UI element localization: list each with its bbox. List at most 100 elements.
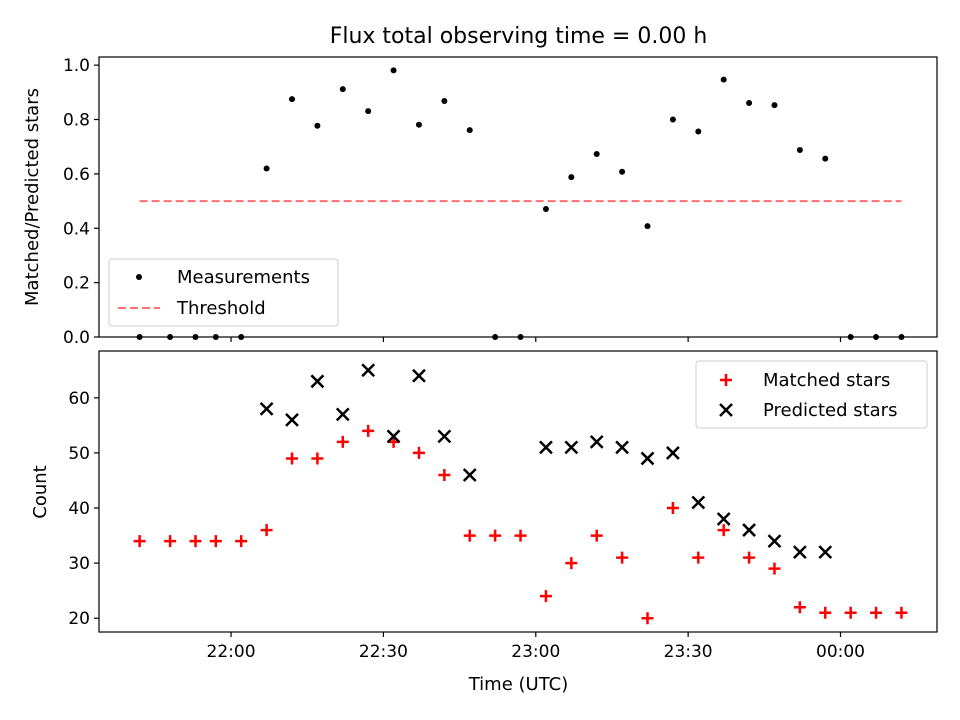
matched-star-point bbox=[260, 524, 273, 537]
measurement-point bbox=[669, 116, 676, 123]
legend-label: Predicted stars bbox=[763, 400, 897, 421]
x-tick-label: 00:00 bbox=[816, 642, 865, 662]
matched-star-point bbox=[412, 446, 425, 459]
predicted-star-point bbox=[767, 534, 782, 548]
measurement-point bbox=[390, 67, 397, 74]
predicted-star-point bbox=[310, 374, 325, 389]
predicted-star-point bbox=[437, 429, 452, 444]
y-tick-label: 0.8 bbox=[63, 111, 90, 131]
predicted-star-point bbox=[564, 440, 579, 455]
y-tick-label: 0.6 bbox=[63, 165, 90, 185]
measurement-point bbox=[796, 146, 803, 153]
legend-measurements-marker bbox=[136, 274, 142, 280]
measurement-point bbox=[415, 121, 422, 128]
predicted-star-point bbox=[386, 429, 401, 444]
matched-star-point bbox=[514, 529, 527, 542]
bottom-panel: Count Time (UTC) 20 30 40 50 60 22:00 22:30 23:… bbox=[30, 350, 938, 695]
measurement-point bbox=[365, 108, 372, 115]
predicted-star-point bbox=[640, 451, 655, 466]
measurement-point bbox=[720, 76, 727, 83]
y-tick-label: 1.0 bbox=[63, 56, 90, 76]
y-tick-label: 30 bbox=[68, 554, 90, 574]
legend-box bbox=[695, 360, 928, 429]
measurement-point bbox=[339, 86, 346, 93]
matched-star-point bbox=[844, 606, 857, 619]
matched-star-point bbox=[616, 551, 629, 564]
matched-star-point bbox=[768, 562, 781, 575]
predicted-star-point bbox=[818, 545, 833, 559]
measurement-point bbox=[466, 127, 473, 134]
chart-title: Flux total observing time = 0.00 h bbox=[330, 24, 708, 49]
predicted-star-point bbox=[792, 545, 807, 559]
predicted-star-point bbox=[539, 440, 553, 455]
matched-star-point bbox=[362, 424, 375, 437]
predicted-star-point bbox=[666, 446, 680, 460]
predicted-star-point bbox=[691, 495, 706, 510]
predicted-star-point bbox=[285, 412, 299, 427]
legend-label: Matched stars bbox=[763, 370, 890, 391]
matched-star-point bbox=[336, 435, 349, 448]
legend-label: Threshold bbox=[176, 298, 266, 319]
matched-star-point bbox=[717, 524, 730, 537]
predicted-star-point bbox=[361, 363, 376, 378]
bottom-y-axis-label: Count bbox=[30, 465, 51, 518]
measurement-point bbox=[314, 122, 321, 129]
matched-star-point bbox=[565, 557, 578, 570]
predicted-star-point bbox=[259, 401, 274, 416]
measurement-point bbox=[822, 155, 829, 162]
matched-star-point bbox=[463, 529, 476, 542]
measurement-point bbox=[441, 98, 448, 105]
y-tick-label: 40 bbox=[68, 499, 90, 519]
measurement-point bbox=[288, 96, 295, 103]
measurement-point bbox=[771, 102, 778, 109]
y-tick-label: 0.2 bbox=[63, 274, 90, 294]
matched-star-point bbox=[666, 502, 679, 515]
measurement-point bbox=[746, 99, 753, 106]
top-plot-frame bbox=[98, 56, 938, 338]
measurement-point bbox=[542, 205, 549, 212]
matched-star-point bbox=[641, 612, 654, 625]
predicted-star-point bbox=[742, 523, 756, 537]
predicted-star-point bbox=[335, 407, 350, 422]
predicted-star-point bbox=[716, 512, 731, 526]
top-panel: Flux total observing time = 0.00 h Match… bbox=[22, 24, 938, 348]
matched-star-point bbox=[311, 452, 324, 465]
measurement-point bbox=[695, 128, 702, 135]
y-tick-label: 60 bbox=[68, 389, 90, 409]
matched-star-point bbox=[189, 535, 202, 548]
matched-star-point bbox=[164, 535, 177, 548]
matched-star-point bbox=[489, 529, 502, 542]
x-tick-label: 22:30 bbox=[359, 642, 408, 662]
matched-star-point bbox=[209, 535, 222, 548]
legend-matched-marker bbox=[720, 374, 732, 386]
matched-star-point bbox=[743, 551, 756, 564]
matched-star-point bbox=[819, 606, 832, 619]
matched-star-point bbox=[438, 468, 451, 481]
y-tick-label: 20 bbox=[68, 609, 90, 629]
measurement-point bbox=[568, 174, 575, 181]
matched-star-point bbox=[895, 606, 908, 619]
predicted-star-point bbox=[589, 435, 604, 449]
measurement-point bbox=[644, 223, 651, 230]
y-tick-label: 0.4 bbox=[63, 219, 90, 239]
legend-label: Measurements bbox=[177, 267, 310, 288]
matched-star-point bbox=[590, 529, 603, 542]
matched-star-point bbox=[692, 551, 705, 564]
x-tick-label: 23:30 bbox=[664, 642, 713, 662]
matched-star-point bbox=[235, 535, 248, 548]
legend-box bbox=[108, 258, 339, 327]
predicted-star-point bbox=[412, 368, 426, 383]
legend-predicted-marker bbox=[719, 403, 733, 417]
bottom-plot-frame bbox=[98, 350, 938, 633]
measurement-point bbox=[263, 165, 270, 172]
matched-star-point bbox=[793, 601, 806, 614]
matched-star-point bbox=[539, 590, 552, 603]
x-tick-label: 23:00 bbox=[511, 642, 560, 662]
y-tick-label: 0.0 bbox=[63, 328, 90, 348]
x-tick-label: 22:00 bbox=[207, 642, 256, 662]
measurement-point bbox=[619, 168, 626, 175]
matched-star-point bbox=[870, 606, 883, 619]
matched-star-point bbox=[133, 535, 146, 548]
measurement-point bbox=[593, 151, 600, 158]
